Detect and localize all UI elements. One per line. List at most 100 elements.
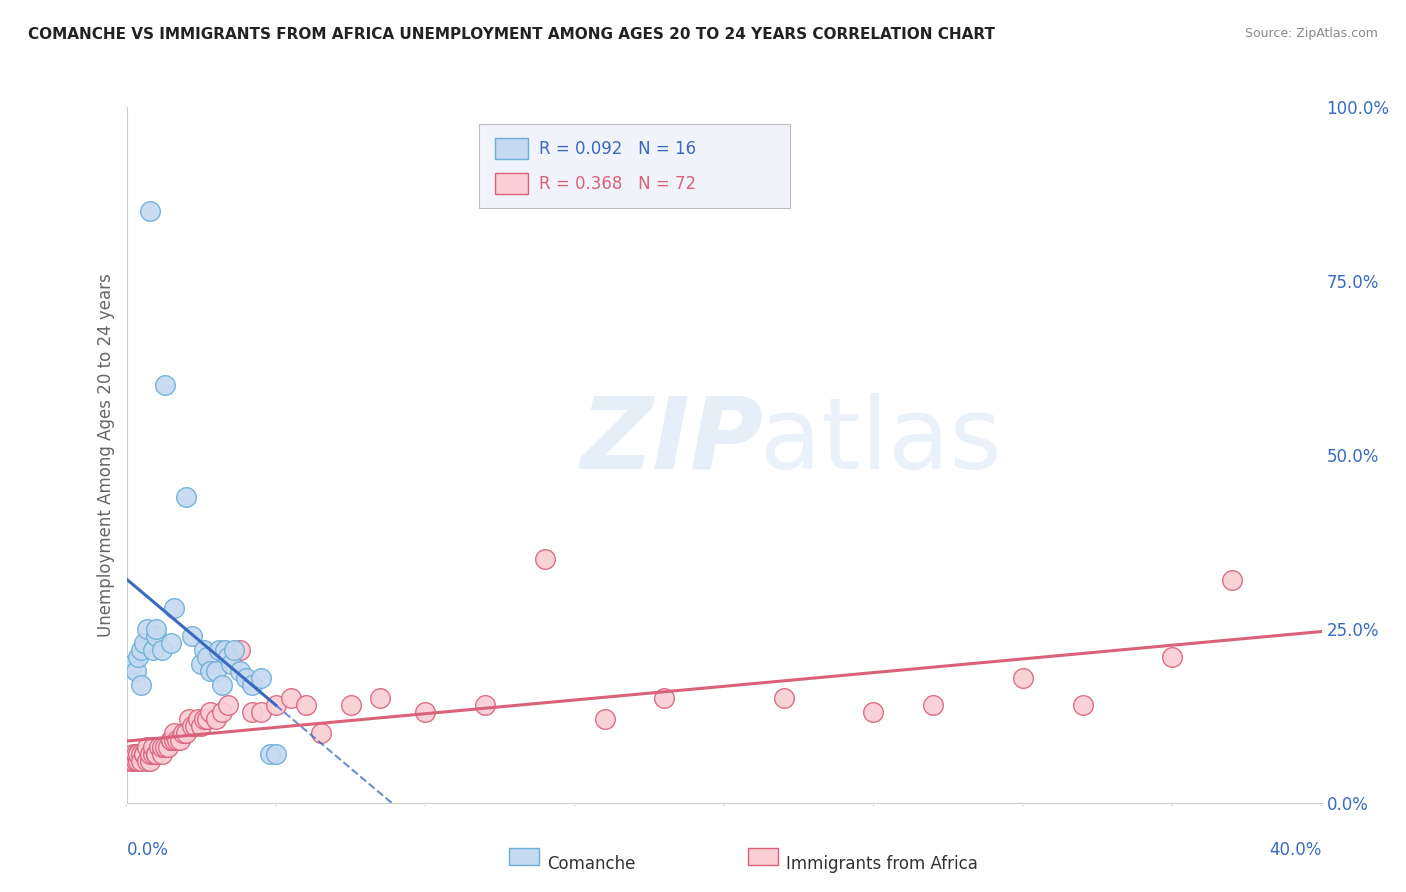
Text: Source: ZipAtlas.com: Source: ZipAtlas.com	[1244, 27, 1378, 40]
Point	[134, 747, 156, 761]
Text: Immigrants from Africa: Immigrants from Africa	[786, 855, 979, 873]
Point	[131, 747, 153, 761]
Point	[235, 671, 257, 685]
Point	[163, 733, 186, 747]
Text: R = 0.092   N = 16: R = 0.092 N = 16	[538, 140, 696, 158]
Text: ZIP: ZIP	[581, 392, 763, 490]
Point	[145, 629, 167, 643]
Point	[217, 649, 239, 664]
Point	[922, 698, 945, 713]
Text: atlas: atlas	[759, 392, 1001, 490]
Point	[139, 747, 162, 761]
Point	[217, 698, 239, 713]
Point	[195, 712, 218, 726]
Point	[142, 642, 165, 657]
Bar	[495, 173, 529, 194]
Point	[145, 747, 167, 761]
Point	[1220, 573, 1243, 587]
Point	[652, 691, 675, 706]
Point	[222, 642, 246, 657]
Point	[160, 733, 183, 747]
Point	[121, 657, 143, 671]
Point	[131, 642, 153, 657]
Point	[190, 719, 212, 733]
FancyBboxPatch shape	[479, 124, 790, 208]
Point	[157, 740, 180, 755]
Point	[118, 754, 141, 768]
Point	[205, 664, 228, 678]
Point	[134, 747, 156, 761]
Point	[127, 649, 149, 664]
Text: R = 0.368   N = 72: R = 0.368 N = 72	[538, 175, 696, 193]
Point	[339, 698, 361, 713]
Text: 40.0%: 40.0%	[1270, 841, 1322, 859]
Point	[211, 706, 233, 720]
Point	[193, 642, 215, 657]
Point	[155, 740, 177, 755]
Point	[155, 378, 177, 392]
Point	[136, 622, 159, 636]
Point	[862, 706, 884, 720]
Point	[139, 204, 162, 219]
Point	[184, 719, 207, 733]
Bar	[748, 848, 778, 865]
Point	[474, 698, 496, 713]
Point	[181, 719, 204, 733]
Point	[134, 636, 156, 650]
Point	[193, 712, 215, 726]
Point	[259, 747, 281, 761]
Point	[280, 691, 302, 706]
Point	[145, 747, 167, 761]
Point	[264, 747, 287, 761]
Point	[208, 642, 231, 657]
Point	[190, 657, 212, 671]
Point	[250, 706, 273, 720]
Point	[219, 657, 242, 671]
Point	[142, 747, 165, 761]
Point	[169, 733, 191, 747]
Point	[240, 677, 263, 691]
Point	[127, 754, 149, 768]
Point	[127, 747, 149, 761]
Point	[229, 642, 252, 657]
Point	[152, 642, 174, 657]
Text: 0.0%: 0.0%	[127, 841, 169, 859]
Point	[163, 601, 186, 615]
Point	[1071, 698, 1094, 713]
Point	[160, 733, 183, 747]
Point	[200, 706, 222, 720]
Point	[152, 747, 174, 761]
Point	[172, 726, 194, 740]
Point	[240, 706, 263, 720]
Point	[124, 747, 146, 761]
Point	[136, 740, 159, 755]
Point	[148, 740, 170, 755]
Point	[294, 698, 316, 713]
Point	[131, 677, 153, 691]
Point	[205, 712, 228, 726]
Text: COMANCHE VS IMMIGRANTS FROM AFRICA UNEMPLOYMENT AMONG AGES 20 TO 24 YEARS CORREL: COMANCHE VS IMMIGRANTS FROM AFRICA UNEMP…	[28, 27, 995, 42]
Bar	[509, 848, 538, 865]
Point	[214, 642, 236, 657]
Point	[121, 747, 143, 761]
Point	[309, 726, 332, 740]
Point	[1011, 671, 1033, 685]
Point	[773, 691, 796, 706]
Point	[1161, 649, 1184, 664]
Text: Comanche: Comanche	[547, 855, 636, 873]
Point	[142, 740, 165, 755]
Point	[370, 691, 392, 706]
Y-axis label: Unemployment Among Ages 20 to 24 years: Unemployment Among Ages 20 to 24 years	[97, 273, 115, 637]
Point	[187, 712, 209, 726]
Point	[124, 754, 146, 768]
Point	[145, 622, 167, 636]
Point	[152, 740, 174, 755]
Point	[195, 649, 218, 664]
Point	[415, 706, 437, 720]
Point	[174, 726, 197, 740]
Point	[160, 636, 183, 650]
Point	[124, 664, 146, 678]
Point	[179, 712, 201, 726]
Point	[136, 754, 159, 768]
Point	[139, 754, 162, 768]
